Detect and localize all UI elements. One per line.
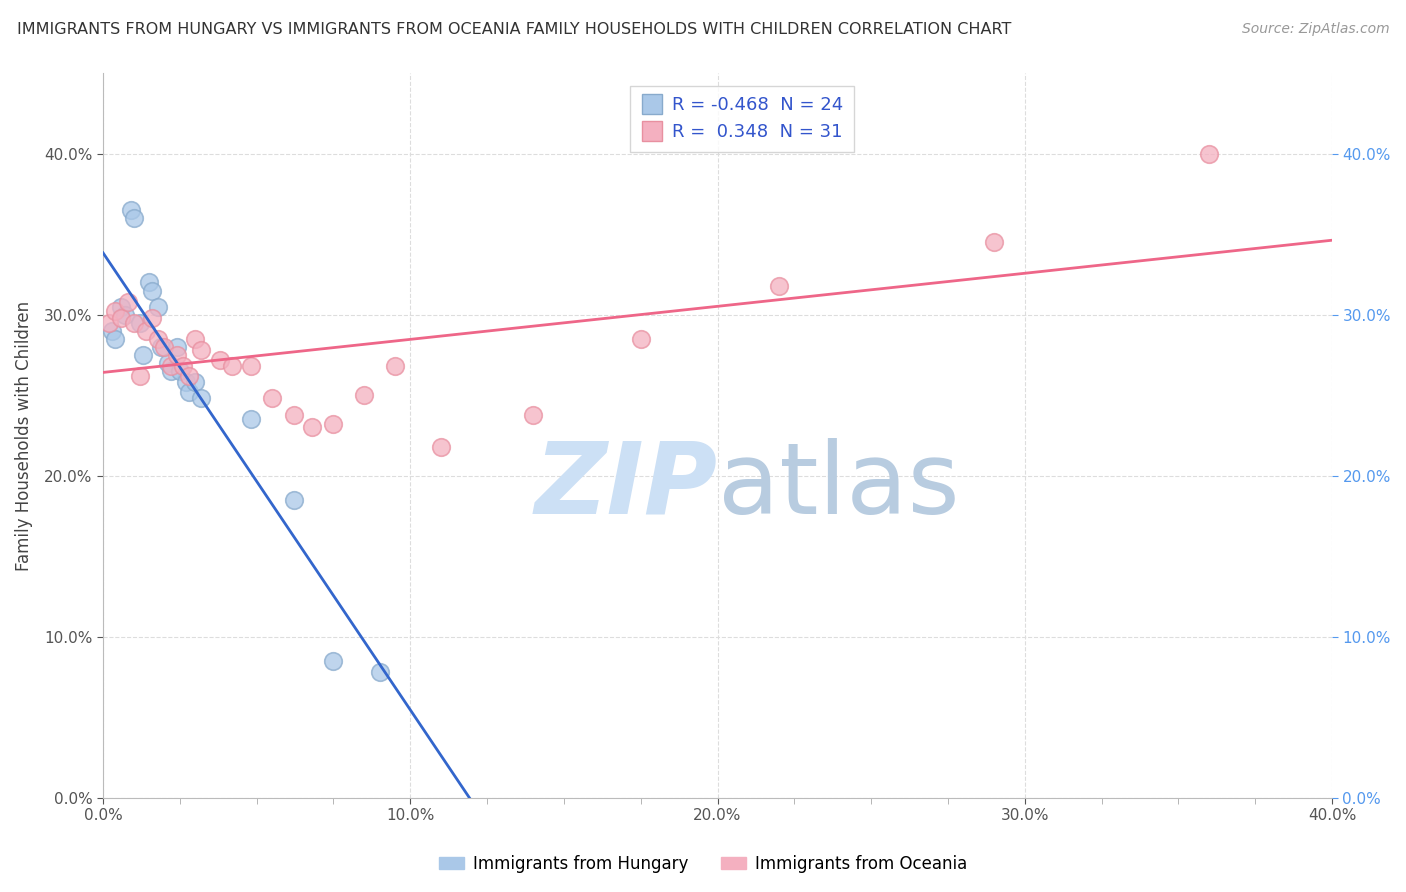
Point xyxy=(159,364,181,378)
Point xyxy=(177,368,200,383)
Point xyxy=(129,316,152,330)
Point xyxy=(283,408,305,422)
Point xyxy=(153,340,176,354)
Point xyxy=(101,324,124,338)
Point xyxy=(156,356,179,370)
Point xyxy=(141,310,163,325)
Point xyxy=(184,332,207,346)
Point xyxy=(166,340,188,354)
Point xyxy=(384,359,406,374)
Point xyxy=(221,359,243,374)
Point xyxy=(322,417,344,432)
Point xyxy=(430,440,453,454)
Point xyxy=(148,300,170,314)
Point xyxy=(104,304,127,318)
Point xyxy=(184,376,207,390)
Point xyxy=(177,384,200,399)
Point xyxy=(301,420,323,434)
Legend: Immigrants from Hungary, Immigrants from Oceania: Immigrants from Hungary, Immigrants from… xyxy=(433,848,973,880)
Point xyxy=(768,278,790,293)
Point xyxy=(104,332,127,346)
Point xyxy=(159,359,181,374)
Point xyxy=(174,376,197,390)
Point xyxy=(166,348,188,362)
Text: Source: ZipAtlas.com: Source: ZipAtlas.com xyxy=(1241,22,1389,37)
Point xyxy=(120,202,142,217)
Point xyxy=(353,388,375,402)
Point xyxy=(208,352,231,367)
Text: atlas: atlas xyxy=(717,438,959,535)
Text: IMMIGRANTS FROM HUNGARY VS IMMIGRANTS FROM OCEANIA FAMILY HOUSEHOLDS WITH CHILDR: IMMIGRANTS FROM HUNGARY VS IMMIGRANTS FR… xyxy=(17,22,1011,37)
Point xyxy=(110,300,132,314)
Point xyxy=(117,294,139,309)
Point xyxy=(114,308,136,322)
Point xyxy=(630,332,652,346)
Point xyxy=(1198,146,1220,161)
Point xyxy=(129,368,152,383)
Point xyxy=(122,211,145,225)
Point xyxy=(239,359,262,374)
Y-axis label: Family Households with Children: Family Households with Children xyxy=(15,301,32,571)
Point xyxy=(322,654,344,668)
Point xyxy=(148,332,170,346)
Point xyxy=(150,340,173,354)
Point xyxy=(98,316,121,330)
Point xyxy=(983,235,1005,249)
Point xyxy=(132,348,155,362)
Point xyxy=(122,316,145,330)
Point xyxy=(368,665,391,680)
Point xyxy=(190,392,212,406)
Legend: R = -0.468  N = 24, R =  0.348  N = 31: R = -0.468 N = 24, R = 0.348 N = 31 xyxy=(630,86,853,153)
Point xyxy=(283,493,305,508)
Point xyxy=(239,412,262,426)
Point xyxy=(172,359,194,374)
Point xyxy=(190,343,212,358)
Point xyxy=(260,392,283,406)
Point xyxy=(522,408,544,422)
Point xyxy=(110,310,132,325)
Point xyxy=(138,276,160,290)
Point xyxy=(141,284,163,298)
Text: ZIP: ZIP xyxy=(534,438,717,535)
Point xyxy=(135,324,157,338)
Point xyxy=(169,364,191,378)
